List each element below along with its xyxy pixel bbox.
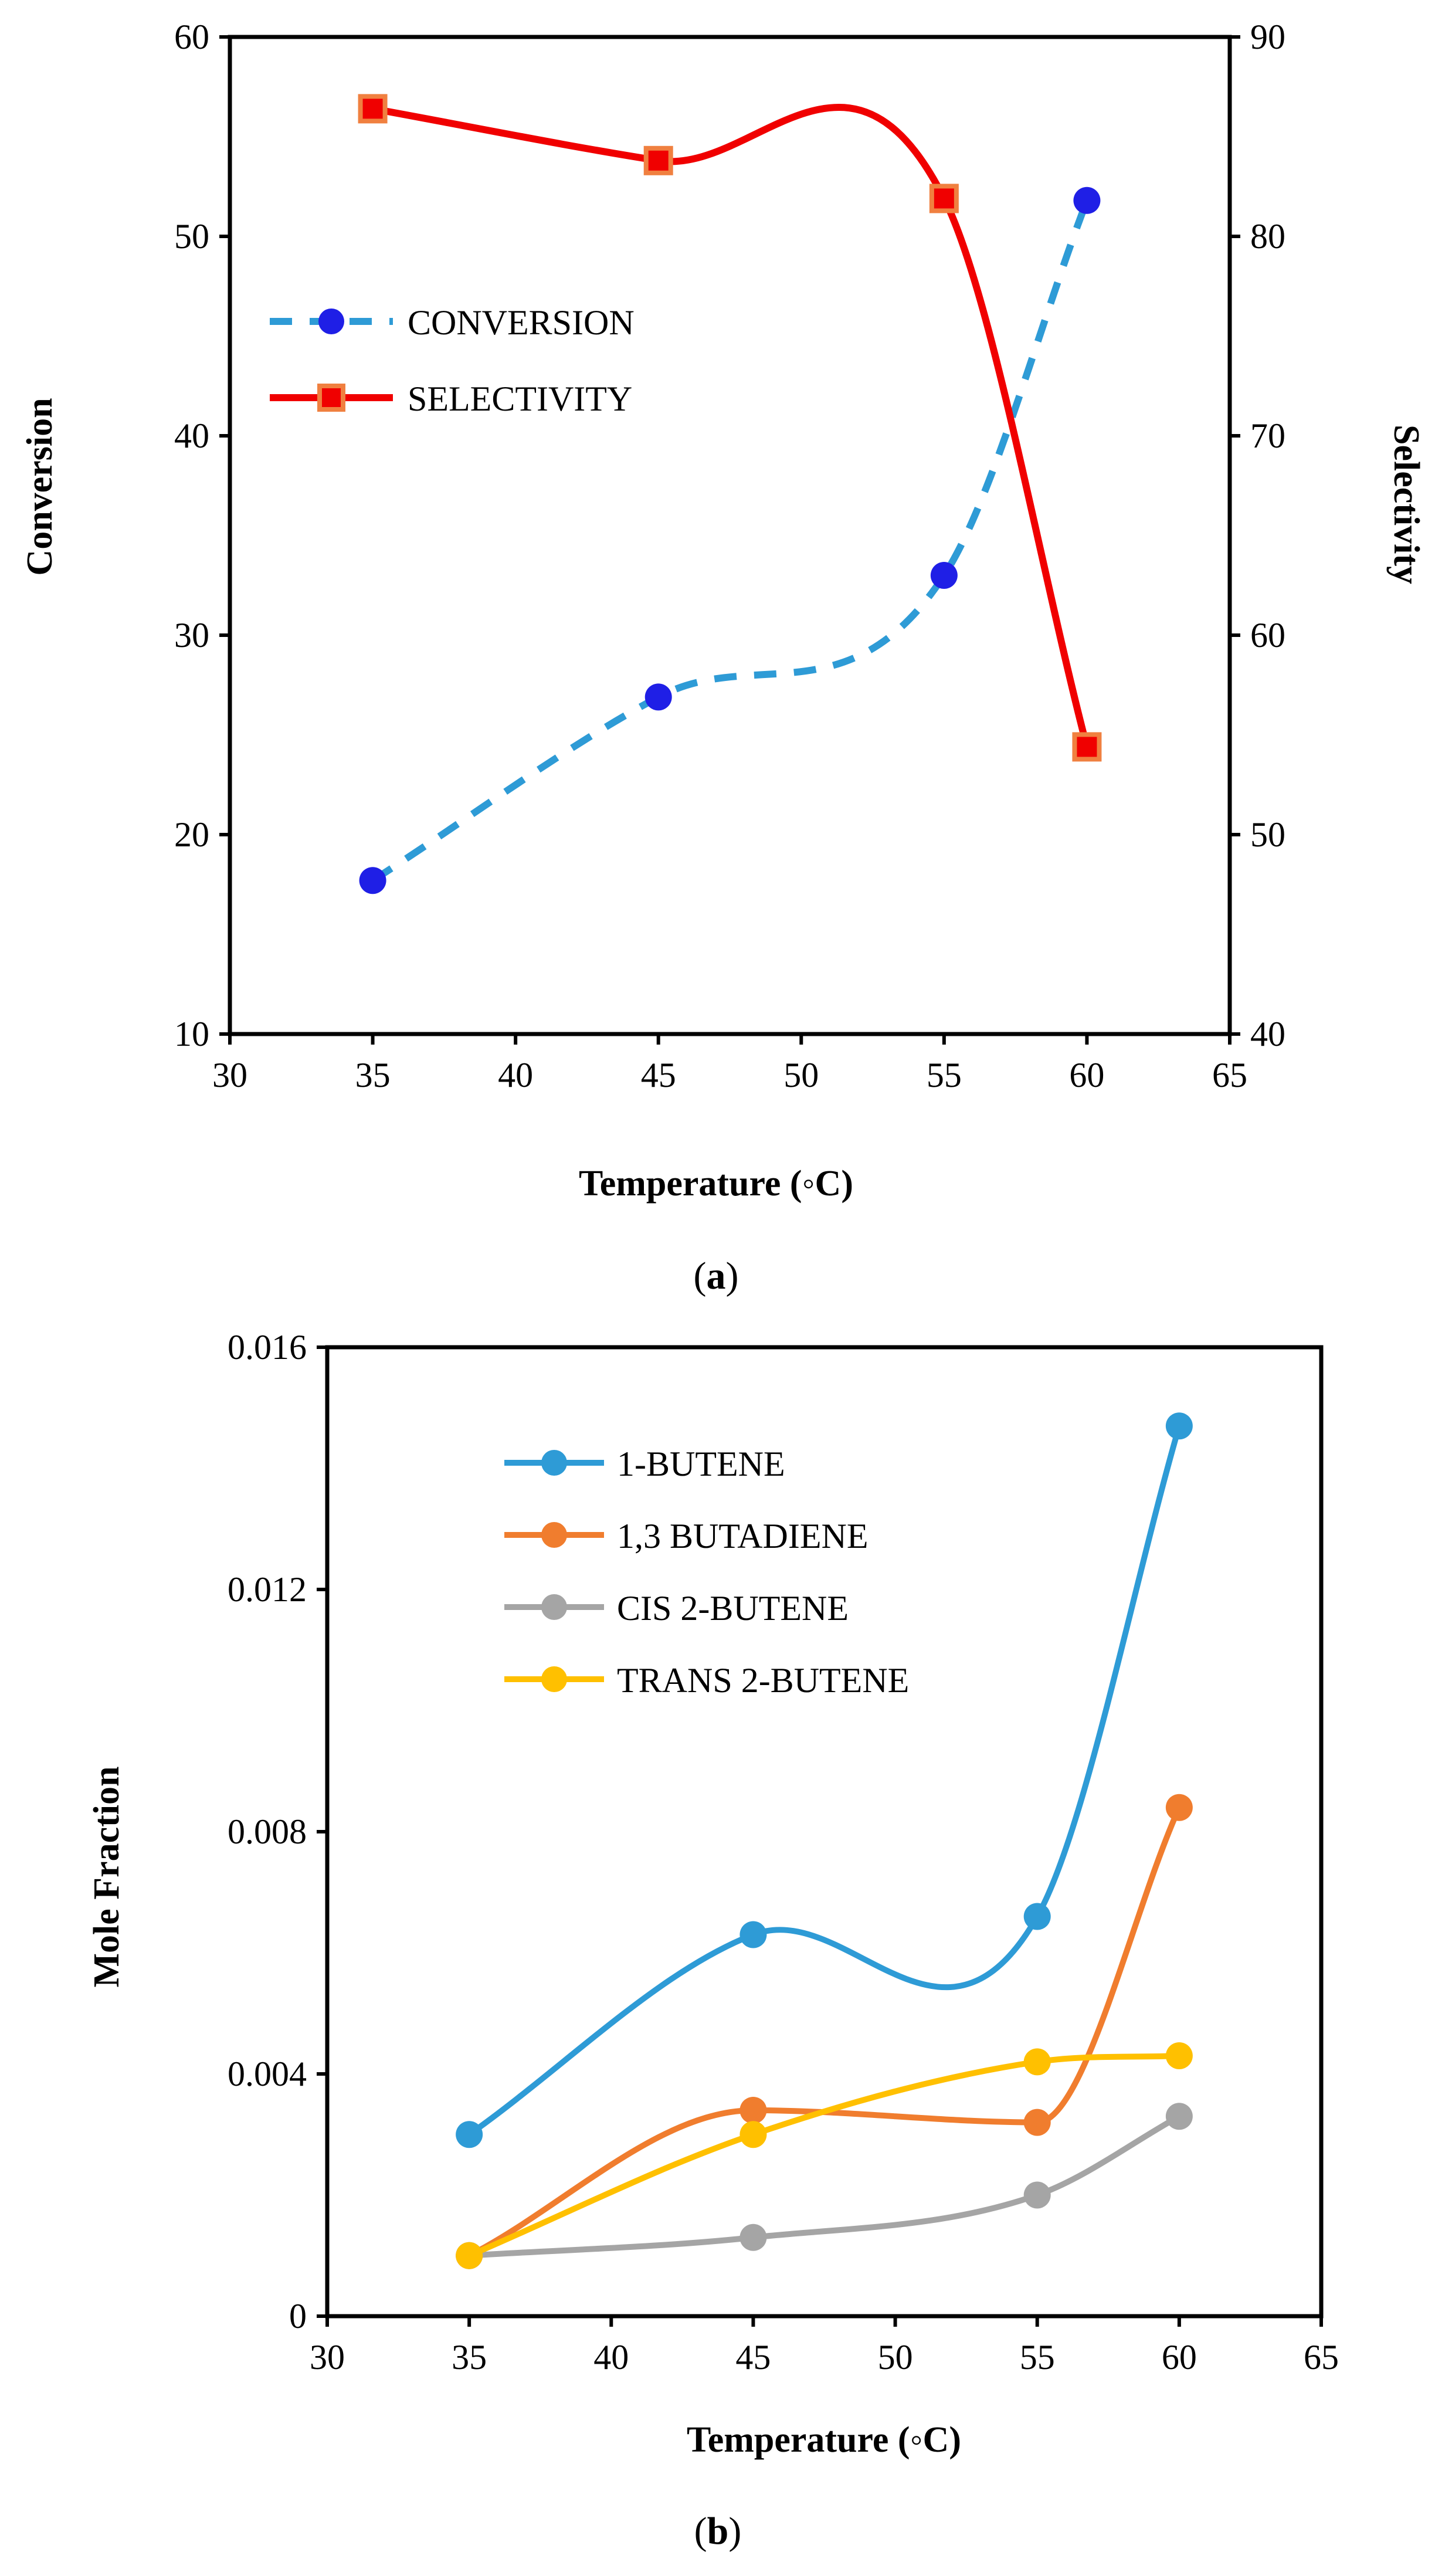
- series-line-1-butene: [467, 1425, 1182, 2137]
- x-tick-label-65: 65: [1304, 2338, 1339, 2377]
- y2-tick-label-70: 70: [1250, 416, 1285, 455]
- panel-b-y-ticks: 0 0.004 0.008 0.012 0.016: [228, 1328, 327, 2336]
- panel-a-x-ticks: 30 35 40 45 50 55 60 65: [212, 1034, 1247, 1094]
- panel-b-markers: [456, 1412, 1193, 2269]
- data-point-trans-2-butene-45: [739, 2121, 767, 2148]
- y-tick-label-60: 60: [174, 18, 209, 56]
- data-point-1-butene-35: [456, 2121, 483, 2148]
- panel-b-caption-letter: b: [707, 2510, 729, 2553]
- data-point-cis-2-butene-45: [739, 2224, 767, 2251]
- panel-b-x-axis-label: Temperature (◦C): [687, 2420, 961, 2460]
- data-point-1-butene-60: [1165, 1412, 1193, 1440]
- y-tick-label-40: 40: [174, 416, 209, 455]
- panel-a-plot-frame: [228, 35, 1232, 1036]
- x-tick-label-55: 55: [927, 1056, 962, 1094]
- data-point-1-3-butadiene-60: [1165, 1794, 1193, 1821]
- legend-butadiene-label: 1,3 BUTADIENE: [617, 1517, 868, 1555]
- data-point-1-butene-45: [739, 1921, 767, 1948]
- x-tick-label-50: 50: [783, 1056, 819, 1094]
- series-line-cis-2-butene: [469, 2113, 1181, 2259]
- panel-a-curves: [371, 103, 1091, 884]
- data-point-trans-2-butene-55: [1023, 2048, 1051, 2076]
- data-point-selectivity-35: [358, 94, 388, 124]
- data-point-1-3-butadiene-45: [739, 2096, 767, 2124]
- y-tick-label-0.008: 0.008: [228, 1812, 307, 1851]
- y2-tick-label-80: 80: [1250, 217, 1285, 256]
- data-point-conversion-35: [359, 867, 386, 894]
- panel-a-conversion-selectivity-chart: 30 35 40 45 50 55 60 65 10 20 30 40 50 60 40 50 60 70 80…: [20, 18, 1426, 1297]
- panel-a-x-axis-label: Temperature (◦C): [579, 1164, 853, 1204]
- data-point-cis-2-butene-55: [1023, 2181, 1051, 2209]
- legend-selectivity-marker: [317, 384, 345, 412]
- legend-butadiene-marker: [541, 1522, 567, 1548]
- x-tick-label-40: 40: [498, 1056, 533, 1094]
- legend-selectivity-label: SELECTIVITY: [408, 379, 632, 418]
- panel-a-y2-axis-label: Selectivity: [1386, 425, 1426, 584]
- y-tick-label-0.012: 0.012: [228, 1570, 307, 1609]
- y-tick-label-0.016: 0.016: [228, 1328, 307, 1367]
- data-point-conversion-55: [930, 562, 958, 589]
- legend-conversion-label: CONVERSION: [408, 303, 635, 342]
- legend-1-butene-marker: [541, 1450, 567, 1476]
- panel-b-y-axis-label: Mole Fraction: [87, 1766, 127, 1987]
- y-tick-label-10: 10: [174, 1015, 209, 1053]
- y2-tick-label-40: 40: [1250, 1015, 1285, 1053]
- panel-a-left-y-ticks: 10 20 30 40 50 60: [174, 18, 230, 1053]
- x-tick-label-40: 40: [593, 2338, 629, 2377]
- x-tick-label-50: 50: [878, 2338, 913, 2377]
- panel-a-caption: (a): [694, 1255, 739, 1297]
- x-tick-label-45: 45: [735, 2338, 771, 2377]
- data-point-1-3-butadiene-55: [1023, 2109, 1051, 2136]
- panel-b-caption: (b): [694, 2510, 742, 2553]
- x-tick-label-35: 35: [355, 1056, 391, 1094]
- data-point-conversion-60: [1073, 187, 1101, 214]
- series-line-selectivity: [372, 103, 1091, 748]
- series-line-1-3-butadiene: [467, 1806, 1182, 2259]
- x-tick-label-30: 30: [212, 1056, 247, 1094]
- series-line-conversion: [371, 199, 1091, 884]
- panel-a-y-axis-label: Conversion: [20, 398, 60, 575]
- data-point-trans-2-butene-35: [456, 2242, 483, 2269]
- panel-a-caption-letter: a: [707, 1255, 726, 1297]
- x-tick-label-60: 60: [1069, 1056, 1104, 1094]
- y2-tick-label-90: 90: [1250, 18, 1285, 56]
- panel-a-markers: [358, 94, 1102, 894]
- legend-trans-2-butene-marker: [541, 1666, 567, 1692]
- data-point-selectivity-60: [1072, 732, 1102, 762]
- legend-trans-2-butene-label: TRANS 2-BUTENE: [617, 1661, 909, 1700]
- panel-a-legend: CONVERSION SELECTIVITY: [270, 303, 635, 418]
- y-tick-label-50: 50: [174, 217, 209, 256]
- y-tick-label-20: 20: [174, 815, 209, 854]
- panel-a-right-y-ticks: 40 50 60 70 80 90: [1230, 18, 1285, 1053]
- x-tick-label-60: 60: [1162, 2338, 1197, 2377]
- series-line-trans-2-butene: [468, 2053, 1180, 2259]
- panel-b-legend: 1-BUTENE 1,3 BUTADIENE CIS 2-BUTENE TRAN…: [504, 1445, 909, 1700]
- data-point-selectivity-55: [929, 184, 959, 213]
- data-point-1-butene-55: [1023, 1903, 1051, 1930]
- x-tick-label-30: 30: [310, 2338, 345, 2377]
- data-point-selectivity-45: [643, 145, 673, 175]
- y-tick-label-0: 0: [289, 2297, 307, 2336]
- x-tick-label-65: 65: [1212, 1056, 1247, 1094]
- x-tick-label-35: 35: [452, 2338, 487, 2377]
- panel-b-mole-fraction-chart: 30 35 40 45 50 55 60 65 0 0.004 0.008 0.012 0.016 1…: [87, 1328, 1339, 2553]
- legend-cis-2-butene-marker: [541, 1594, 567, 1620]
- legend-1-butene-label: 1-BUTENE: [617, 1445, 785, 1483]
- x-tick-label-55: 55: [1020, 2338, 1055, 2377]
- data-point-cis-2-butene-60: [1165, 2103, 1193, 2130]
- data-point-conversion-45: [644, 683, 672, 711]
- legend-cis-2-butene-label: CIS 2-BUTENE: [617, 1589, 849, 1628]
- x-tick-label-45: 45: [641, 1056, 676, 1094]
- data-point-trans-2-butene-60: [1165, 2042, 1193, 2070]
- y2-tick-label-50: 50: [1250, 815, 1285, 854]
- y-tick-label-30: 30: [174, 616, 209, 655]
- y-tick-label-0.004: 0.004: [228, 2055, 307, 2093]
- y2-tick-label-60: 60: [1250, 616, 1285, 655]
- panel-b-curves: [467, 1425, 1182, 2259]
- panel-b-x-ticks: 30 35 40 45 50 55 60 65: [310, 2316, 1339, 2377]
- legend-conversion-marker: [318, 309, 344, 334]
